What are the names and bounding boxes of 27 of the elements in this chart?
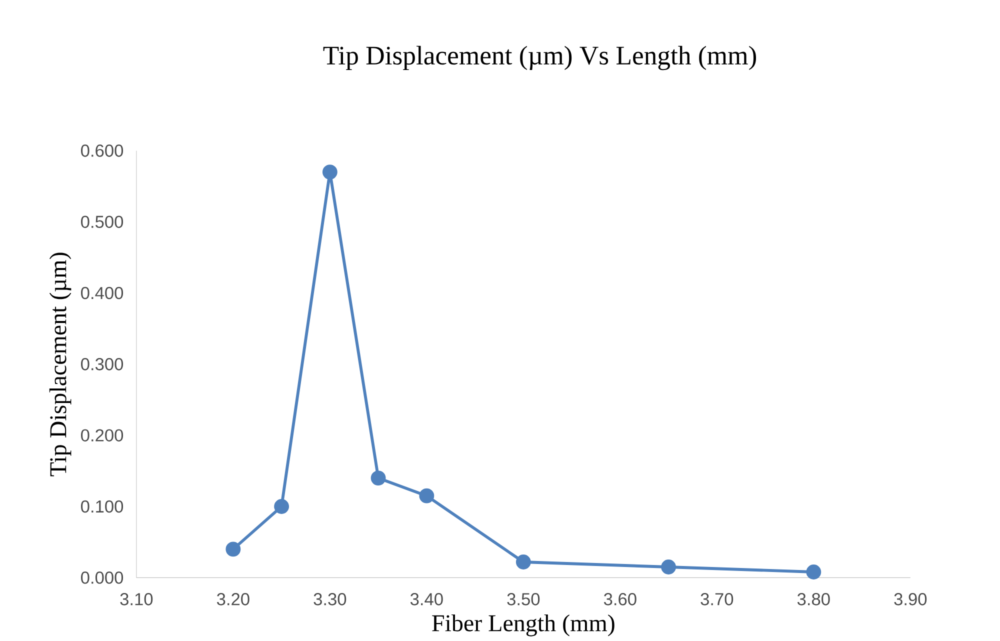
point xyxy=(226,542,241,557)
y-tick-label: 0.500 xyxy=(81,216,124,228)
x-tick-label: 3.60 xyxy=(604,593,636,606)
x-tick-label: 3.40 xyxy=(410,593,443,606)
y-tick-label: 0.600 xyxy=(81,144,124,157)
x-tick-label: 3.20 xyxy=(216,593,250,606)
x-tick-label: 3.30 xyxy=(314,593,346,606)
y-tick-label: 0.200 xyxy=(81,429,124,442)
y-tick-label: 0.100 xyxy=(81,500,124,513)
point xyxy=(370,470,386,486)
x-axis-title: Fiber Length (mm) xyxy=(432,614,614,636)
x-tick-label: 3.70 xyxy=(700,593,734,606)
y-axis-title: Tip Displacement (µm) xyxy=(49,252,72,476)
point xyxy=(806,564,822,580)
x-tick-label: 3.90 xyxy=(894,593,927,606)
point xyxy=(661,560,676,575)
point xyxy=(419,488,434,504)
point xyxy=(516,554,531,570)
y-tick-label: 0.400 xyxy=(81,287,124,300)
point xyxy=(322,164,338,180)
y-tick-label: 0.000 xyxy=(81,572,124,584)
y-tick-label: 0.300 xyxy=(81,358,124,370)
x-tick-label: 3.50 xyxy=(507,593,540,606)
chart-title: Tip Displacement (µm) Vs Length (mm) xyxy=(323,46,756,70)
x-tick-label: 3.10 xyxy=(120,593,153,606)
x-tick-label: 3.80 xyxy=(797,593,830,606)
point xyxy=(274,499,290,514)
